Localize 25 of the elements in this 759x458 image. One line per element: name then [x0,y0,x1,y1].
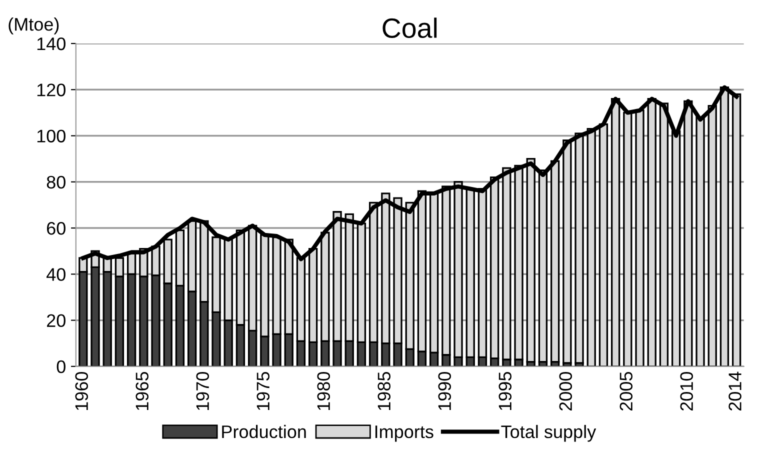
y-axis-title: (Mtoe) [8,18,59,34]
legend-label: Production [222,424,306,438]
x-tick-label: 1980 [317,372,330,410]
y-tick-label: 120 [37,84,66,96]
x-tick-label: 1960 [75,372,88,410]
x-tick-label: 2010 [680,372,694,411]
y-tick-label: 80 [46,176,66,189]
x-tick-label: 1965 [136,372,149,410]
y-tick-label: 40 [46,268,66,281]
y-tick-label: 100 [37,130,66,142]
chart-title: Coal [382,18,437,38]
x-tick-label: 1995 [498,372,512,410]
x-tick-label: 1990 [438,372,452,410]
x-tick-label: 2014 [728,372,742,411]
y-tick-label: 0 [56,360,66,374]
y-tick-label: 60 [47,222,66,235]
x-tick-label: 1975 [256,372,270,410]
legend-label: Imports [375,426,434,442]
x-tick-label: 1985 [378,372,391,410]
x-tick-label: 2005 [620,372,633,411]
y-tick-label: 20 [47,314,66,327]
legend-label: Total supply [501,424,596,442]
x-tick-label: 2000 [559,372,572,411]
y-tick-label: 140 [37,37,66,50]
x-tick-label: 1970 [196,372,210,410]
